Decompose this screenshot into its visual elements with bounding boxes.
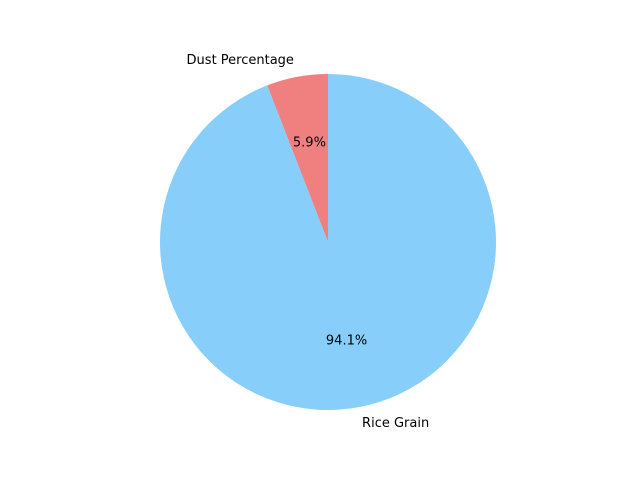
pie-slices (160, 74, 496, 410)
slice-label-0: Dust Percentage (187, 53, 294, 68)
pie-slice-0 (267, 74, 328, 242)
pie-slice-1 (160, 74, 496, 410)
slice-pct-label-0: 5.9% (293, 135, 326, 150)
slice-label-1: Rice Grain (362, 416, 429, 431)
slice-pct-label-1: 94.1% (326, 334, 367, 349)
pie-labels: Dust Percentage 5.9% Rice Grain 94.1% (187, 53, 430, 431)
